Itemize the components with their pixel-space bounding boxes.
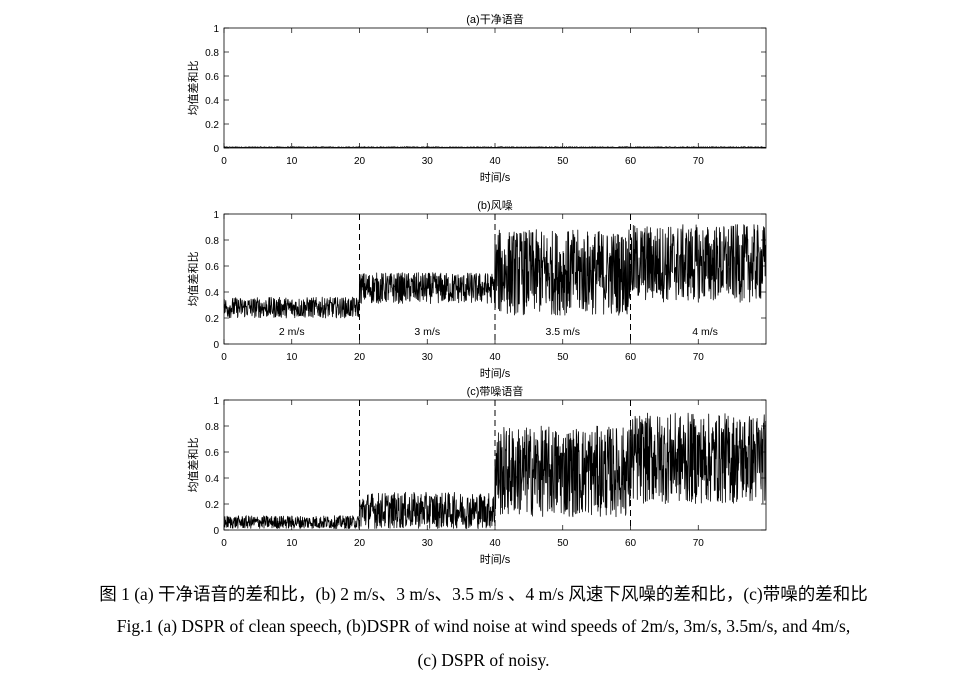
- x-axis-label: 时间/s: [480, 553, 511, 566]
- y-tick-label: 0: [213, 526, 219, 537]
- x-tick-label: 20: [354, 538, 366, 549]
- x-tick-label: 40: [489, 156, 501, 167]
- chart-panel-1: (b)风噪 0 10 20 30 40 50 60 70 0 0.2 0.4 0.6 0.8 1 时间/s 均值…: [186, 199, 767, 380]
- y-tick-label: 0.4: [205, 474, 219, 485]
- chart-title: (c)带噪语音: [467, 384, 524, 398]
- chart-panel-0: (a)干净语音 0 10 20 30 40 50 60 70 0 0.2 0.4 0.6 0.8 1 时间/s…: [186, 12, 767, 184]
- x-tick-label: 50: [557, 156, 569, 167]
- x-tick-label: 70: [693, 538, 705, 549]
- figure-caption-zh: 图 1 (a) 干净语音的差和比，(b) 2 m/s、3 m/s、3.5 m/s…: [99, 584, 868, 604]
- x-tick-label: 30: [422, 156, 434, 167]
- x-tick-label: 60: [625, 156, 637, 167]
- y-tick-label: 0.4: [205, 288, 219, 299]
- y-tick-label: 1: [213, 24, 219, 35]
- x-tick-label: 0: [221, 156, 227, 167]
- y-tick-label: 0.2: [205, 314, 219, 325]
- x-tick-label: 20: [354, 156, 366, 167]
- x-tick-label: 50: [557, 538, 569, 549]
- x-tick-label: 70: [693, 352, 705, 363]
- chart-panel-2: (c)带噪语音 0 10 20 30 40 50 60 70 0 0.2 0.4 0.6 0.8 1 时间/s…: [186, 384, 767, 566]
- x-tick-label: 70: [693, 156, 705, 167]
- x-tick-label: 30: [422, 538, 434, 549]
- x-tick-label: 0: [221, 352, 227, 363]
- x-tick-label: 10: [286, 156, 298, 167]
- x-tick-label: 0: [221, 538, 227, 549]
- y-axis-label: 均值差和比: [186, 252, 200, 307]
- segment-annotation-label: 3.5 m/s: [546, 326, 580, 338]
- y-tick-label: 0.6: [205, 448, 219, 459]
- x-tick-label: 60: [625, 538, 637, 549]
- chart-title: (b)风噪: [477, 199, 512, 212]
- x-axis-label: 时间/s: [480, 367, 511, 380]
- x-tick-label: 50: [557, 352, 569, 363]
- x-axis-label: 时间/s: [480, 171, 511, 184]
- y-axis-label: 均值差和比: [186, 438, 200, 493]
- y-tick-label: 0: [213, 340, 219, 351]
- y-tick-label: 0.6: [205, 262, 219, 273]
- segment-annotation-label: 4 m/s: [692, 326, 718, 338]
- y-axis-label: 均值差和比: [186, 61, 200, 116]
- y-tick-label: 0.8: [205, 236, 219, 247]
- segment-annotation-label: 3 m/s: [414, 326, 440, 338]
- x-tick-label: 60: [625, 352, 637, 363]
- y-tick-label: 0.8: [205, 48, 219, 59]
- x-tick-label: 30: [422, 352, 434, 363]
- figure-caption-en-line2: (c) DSPR of noisy.: [417, 650, 550, 670]
- segment-annotation-label: 2 m/s: [279, 326, 305, 338]
- figure-caption-en-line1: Fig.1 (a) DSPR of clean speech, (b)DSPR …: [116, 616, 851, 636]
- y-tick-label: 0.2: [205, 500, 219, 511]
- signal-series-line: [223, 146, 766, 148]
- x-tick-label: 10: [286, 538, 298, 549]
- y-tick-label: 0.8: [205, 422, 219, 433]
- plot-area-frame: [223, 27, 767, 149]
- y-tick-label: 0.6: [205, 72, 219, 83]
- x-tick-label: 20: [354, 352, 366, 363]
- x-tick-label: 40: [489, 352, 501, 363]
- y-tick-label: 0.4: [205, 96, 219, 107]
- y-tick-label: 0.2: [205, 120, 219, 131]
- signal-series-line: [223, 412, 767, 530]
- y-tick-label: 1: [213, 396, 219, 407]
- x-tick-label: 10: [286, 352, 298, 363]
- y-tick-label: 0: [213, 144, 219, 155]
- chart-title: (a)干净语音: [466, 12, 523, 26]
- y-tick-label: 1: [213, 210, 219, 221]
- x-tick-label: 40: [489, 538, 501, 549]
- signal-series-line: [223, 224, 767, 319]
